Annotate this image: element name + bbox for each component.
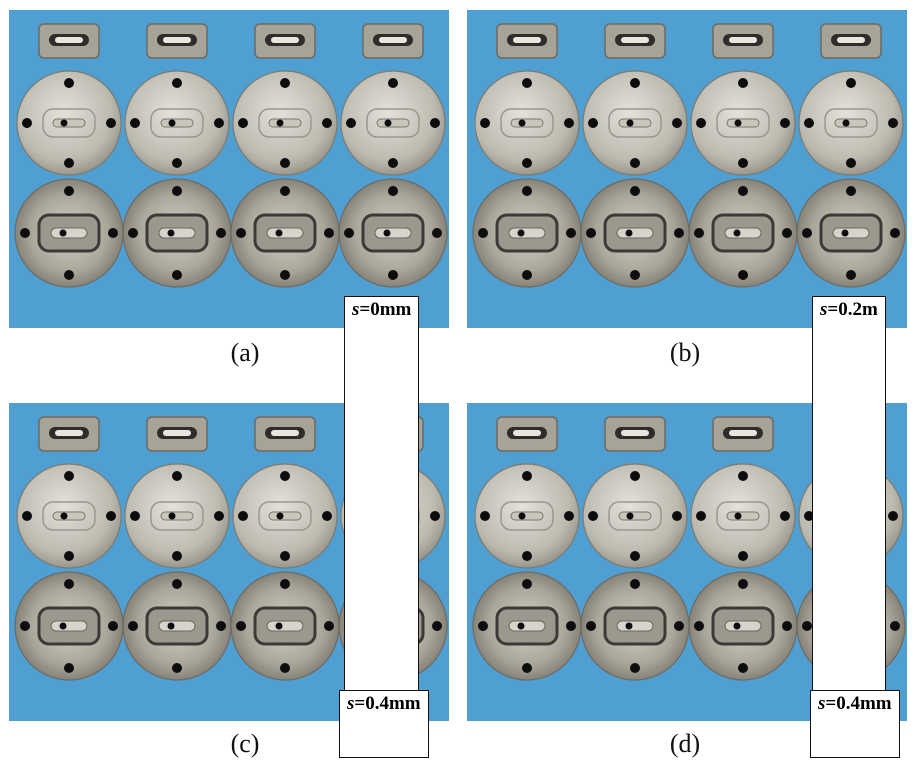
panel-d-caption: (d) [669, 729, 701, 758]
panel-d-spacing-label: s=0.4mm [810, 690, 900, 758]
upper-die-disc [16, 70, 122, 176]
lower-die-disc [122, 178, 232, 288]
panel-a-spacing-label: s=0mm [344, 296, 420, 758]
upper-die-disc [124, 70, 230, 176]
upper-die-disc [690, 463, 796, 569]
insert-piece [38, 416, 100, 452]
upper-die-disc [340, 70, 446, 176]
insert-piece [820, 23, 882, 59]
panel-a-photo [9, 10, 449, 328]
insert-piece [362, 23, 424, 59]
lower-die-disc [688, 571, 798, 681]
insert-piece [604, 23, 666, 59]
panel-c-caption: (c) [230, 729, 260, 758]
panel-b-spacing-label: s=0.2m [812, 296, 886, 758]
upper-die-disc [474, 70, 580, 176]
insert-piece [254, 416, 316, 452]
insert-piece [38, 23, 100, 59]
panel-b-caption: (b) [669, 338, 701, 367]
insert-piece [496, 416, 558, 452]
insert-piece [146, 23, 208, 59]
panel-a-caption: (a) [230, 338, 260, 367]
upper-die-disc [690, 70, 796, 176]
lower-die-disc [338, 178, 448, 288]
upper-die-disc [582, 70, 688, 176]
insert-piece [712, 23, 774, 59]
upper-die-disc [232, 463, 338, 569]
insert-piece [496, 23, 558, 59]
insert-piece [146, 416, 208, 452]
lower-die-disc [14, 178, 124, 288]
lower-die-disc [580, 571, 690, 681]
upper-die-disc [232, 70, 338, 176]
upper-die-disc [474, 463, 580, 569]
upper-die-disc [798, 70, 904, 176]
lower-die-disc [122, 571, 232, 681]
lower-die-disc [14, 571, 124, 681]
lower-die-disc [472, 178, 582, 288]
insert-piece [712, 416, 774, 452]
lower-die-disc [230, 571, 340, 681]
upper-die-disc [124, 463, 230, 569]
panel-b-photo [467, 10, 907, 328]
lower-die-disc [796, 178, 906, 288]
upper-die-disc [582, 463, 688, 569]
insert-piece [604, 416, 666, 452]
insert-piece [254, 23, 316, 59]
lower-die-disc [472, 571, 582, 681]
panel-c-spacing-label: s=0.4mm [339, 690, 429, 758]
lower-die-disc [230, 178, 340, 288]
upper-die-disc [16, 463, 122, 569]
lower-die-disc [688, 178, 798, 288]
lower-die-disc [580, 178, 690, 288]
